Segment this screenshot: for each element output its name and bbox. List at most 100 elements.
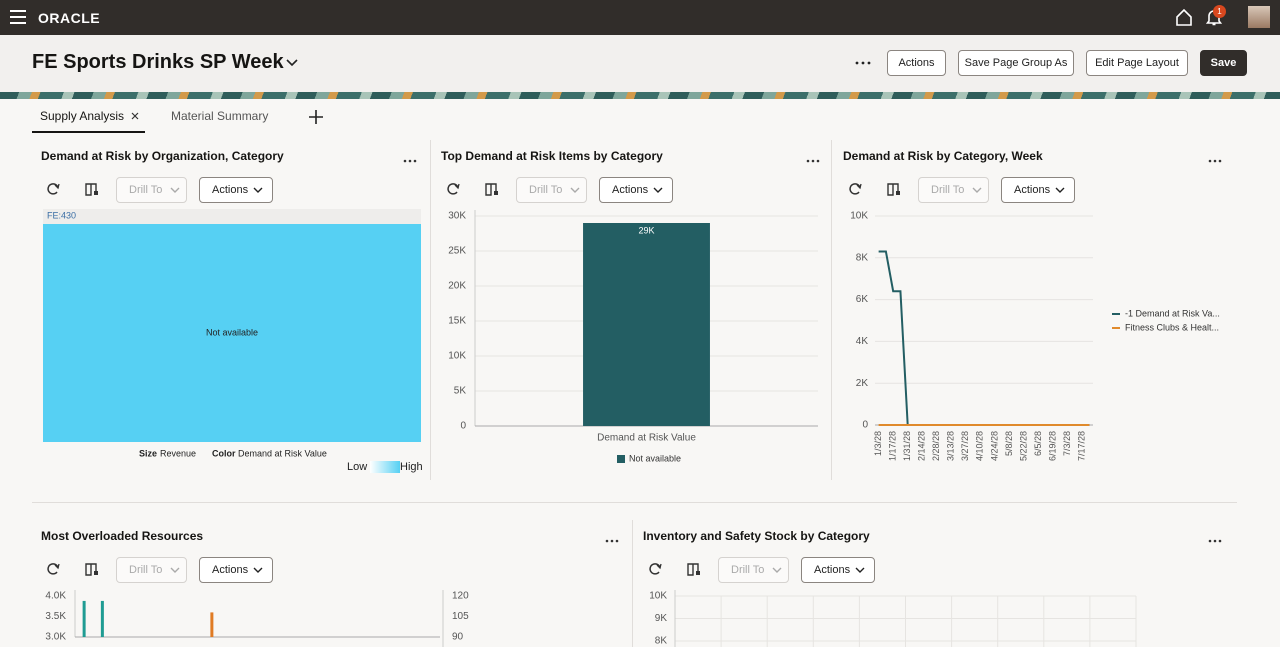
page-header: FE Sports Drinks SP Week Actions Save Pa… (0, 35, 1280, 92)
chevron (972, 187, 982, 193)
node-label: FE:430 (47, 210, 76, 220)
divider (831, 140, 832, 480)
dot (605, 539, 609, 543)
book-icon[interactable] (485, 183, 498, 196)
chevron (772, 567, 782, 573)
legend-label: Size (139, 448, 157, 458)
x-tick-label: 3/27/28 (960, 431, 970, 461)
panel-title: Most Overloaded Resources (41, 529, 204, 543)
notification-badge: 1 (1213, 5, 1226, 18)
save-button[interactable]: Save (1200, 50, 1247, 76)
tick-label: 3.0K (45, 632, 66, 643)
home-icon[interactable] (1175, 8, 1193, 26)
tab[interactable]: Material Summary (171, 109, 269, 123)
drill-button[interactable]: Drill To (116, 177, 187, 203)
tab-close[interactable] (131, 112, 139, 120)
tick-label: 4K (856, 336, 869, 347)
value-label: 29K (638, 225, 654, 235)
tick-label: 8K (655, 636, 668, 647)
more-icon[interactable] (403, 159, 417, 163)
icon (47, 183, 59, 195)
more-icon[interactable] (605, 539, 619, 543)
icon (47, 563, 59, 575)
drill-button[interactable]: Drill To (116, 557, 187, 583)
more-icon[interactable] (1208, 159, 1222, 163)
tick-label: 6K (856, 294, 869, 305)
icon (454, 183, 460, 190)
x-tick-label: Demand at Risk Value (597, 433, 696, 444)
dot (403, 159, 407, 163)
more-icon[interactable] (1208, 539, 1222, 543)
drill-button[interactable]: Drill To (918, 177, 989, 203)
refresh-icon[interactable] (447, 183, 460, 195)
page-title[interactable]: FE Sports Drinks SP Week (32, 51, 284, 73)
more-icon[interactable] (806, 159, 820, 163)
book-icon[interactable] (887, 183, 900, 196)
book-icon[interactable] (85, 563, 98, 576)
x-tick-label: 1/31/28 (902, 431, 912, 461)
legend-label: -1 Demand at Risk Va... (1125, 308, 1220, 318)
icon (447, 183, 459, 195)
add-tab[interactable] (308, 109, 324, 125)
dot (1218, 159, 1222, 163)
more-icon[interactable] (855, 61, 871, 65)
refresh-icon[interactable] (47, 183, 60, 195)
drill-button[interactable]: Drill To (718, 557, 789, 583)
tick-label: 3.5K (45, 611, 66, 622)
icon (849, 183, 861, 195)
dot (806, 159, 810, 163)
book-icon[interactable] (85, 183, 98, 196)
tick-label: 9K (655, 613, 668, 624)
legend-value: Revenue (160, 448, 196, 458)
x-tick-label: 2/28/28 (931, 431, 941, 461)
menu-icon[interactable] (10, 10, 26, 24)
icon (54, 183, 60, 190)
dot (408, 159, 412, 163)
tab[interactable]: Supply Analysis (40, 109, 125, 123)
chevron (170, 567, 180, 573)
icon (887, 183, 899, 196)
edit-layout-button[interactable]: Edit Page Layout (1086, 50, 1188, 76)
bar (583, 223, 710, 426)
legend-swatch (617, 455, 625, 463)
refresh-icon[interactable] (849, 183, 862, 195)
avatar[interactable] (1248, 6, 1270, 28)
icon (696, 571, 700, 575)
x-tick-label: 7/3/28 (1062, 431, 1072, 456)
refresh-icon[interactable] (649, 563, 662, 575)
chevron (570, 187, 580, 193)
icon (856, 183, 862, 190)
x-tick-label: 6/19/28 (1047, 431, 1057, 461)
book-icon[interactable] (687, 563, 700, 576)
banner (0, 92, 1280, 99)
tick-label: 30K (448, 211, 466, 222)
tick-label: 25K (448, 246, 466, 257)
icon (94, 191, 98, 195)
save-group-button[interactable]: Save Page Group As (958, 50, 1074, 76)
panel-title: Demand at Risk by Category, Week (843, 149, 1043, 163)
x-tick-label: 5/22/28 (1018, 431, 1028, 461)
tick-label: 15K (448, 316, 466, 327)
logo[interactable]: ORACLE (38, 10, 101, 26)
drill-button[interactable]: Drill To (516, 177, 587, 203)
dot (1208, 539, 1212, 543)
message: Not available (206, 327, 258, 337)
tick-label: 8K (856, 252, 869, 263)
refresh-icon[interactable] (47, 563, 60, 575)
actions-button[interactable]: Actions (1001, 177, 1075, 203)
tick-label: 5K (454, 386, 467, 397)
chevron (253, 187, 263, 193)
x-tick-label: 7/17/28 (1076, 431, 1086, 461)
x-tick-label: 1/17/28 (888, 431, 898, 461)
panel-title: Demand at Risk by Organization, Category (41, 149, 284, 163)
title-chevron[interactable] (286, 58, 298, 68)
actions-button[interactable]: Actions (887, 50, 946, 76)
bar (82, 600, 86, 637)
dot (1213, 539, 1217, 543)
legend-high: High (400, 461, 423, 473)
dot (413, 159, 417, 163)
tick-label: 10K (448, 351, 466, 362)
divider (632, 520, 633, 647)
actions-button[interactable]: Actions (199, 557, 273, 583)
legend-label: Not available (629, 453, 681, 463)
